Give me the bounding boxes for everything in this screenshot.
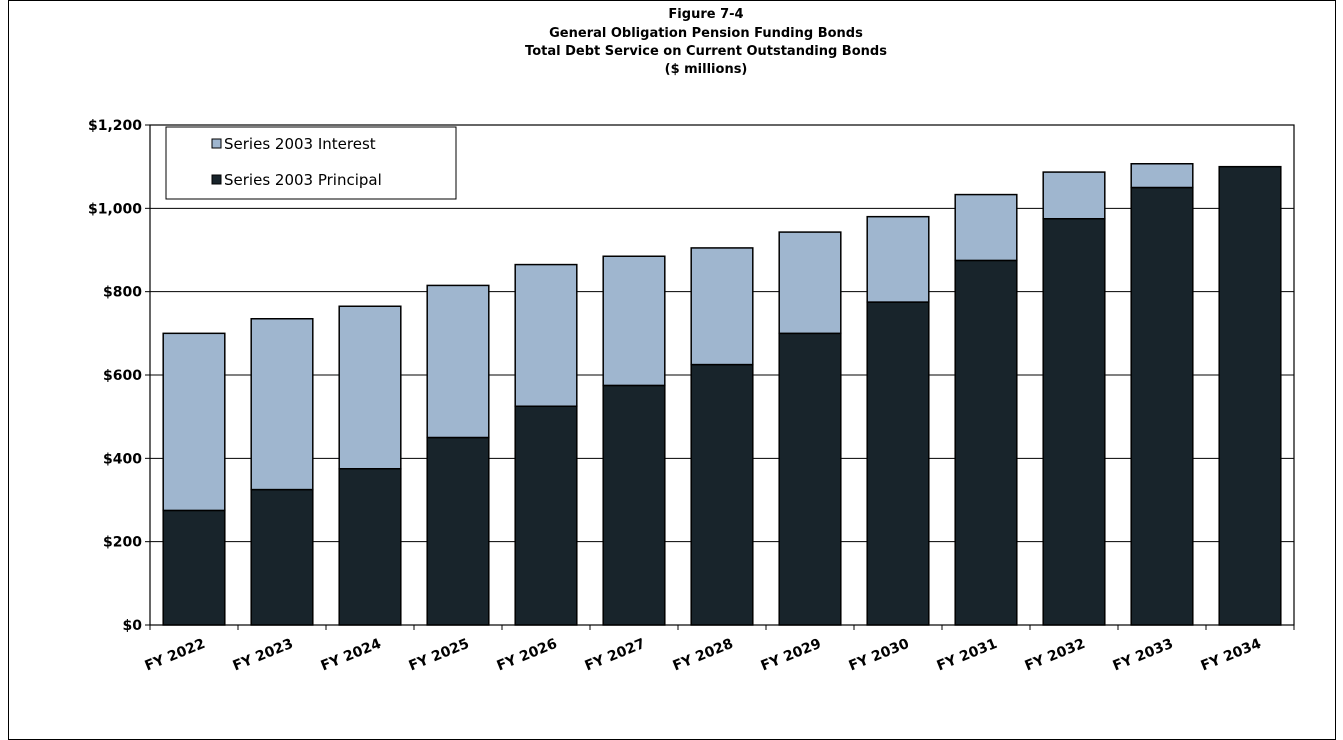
x-tick-label: FY 2030 — [847, 636, 912, 675]
x-tick-label: FY 2027 — [583, 636, 648, 675]
y-tick-label: $1,200 — [88, 118, 142, 134]
bar-series-2003-principal — [954, 259, 1018, 626]
chart-title: Figure 7-4 — [668, 7, 743, 22]
bar-series-2003-interest — [250, 318, 314, 491]
x-tick-label: FY 2031 — [935, 636, 1000, 675]
y-tick-label: $0 — [123, 618, 143, 634]
bar-series-2003-interest — [338, 305, 402, 470]
bar-series-2003-interest — [162, 332, 226, 512]
bar-series-2003-principal — [250, 488, 314, 626]
bar-series-2003-principal — [1042, 218, 1106, 626]
bar-series-2003-principal — [162, 509, 226, 626]
x-tick-label: FY 2025 — [407, 636, 472, 675]
bar-series-2003-principal — [690, 363, 754, 626]
y-axis-tick-labels: $0 $200 $400 $600 $800 $1,000 $1,200 — [88, 118, 142, 634]
chart-subtitle-line-1: General Obligation Pension Funding Bonds — [549, 26, 863, 41]
bar-series-2003-interest — [690, 247, 754, 366]
x-tick-label: FY 2024 — [319, 636, 384, 675]
y-tick-label: $800 — [103, 285, 142, 301]
bar-series-2003-principal — [1130, 186, 1194, 626]
legend-label-series-2003-interest: Series 2003 Interest — [224, 135, 376, 153]
chart-subtitle-line-3: ($ millions) — [665, 62, 748, 77]
legend: Series 2003 Interest Series 2003 Principa… — [165, 126, 457, 200]
axes — [145, 124, 1295, 630]
legend-swatch-series-2003-principal — [211, 174, 222, 185]
bar-series-2003-interest — [602, 255, 666, 387]
bar-series-2003-principal — [514, 405, 578, 626]
x-tick-label: FY 2029 — [759, 636, 824, 675]
bar-series-2003-principal — [866, 301, 930, 626]
bar-series-2003-interest — [954, 193, 1018, 262]
x-tick-label: FY 2022 — [143, 636, 208, 675]
bar-series-2003-interest — [866, 215, 930, 303]
bar-series-2003-principal — [338, 468, 402, 626]
chart-title-block: Figure 7-4 General Obligation Pension Fu… — [525, 7, 887, 77]
y-tick-label: $600 — [103, 368, 142, 384]
x-tick-label: FY 2028 — [671, 636, 736, 675]
y-tick-label: $200 — [103, 535, 142, 551]
bar-series-2003-principal — [1218, 165, 1282, 626]
legend-label-series-2003-principal: Series 2003 Principal — [224, 171, 382, 189]
bar-series-2003-principal — [602, 384, 666, 626]
bar-series-2003-interest — [426, 284, 490, 439]
y-tick-label: $400 — [103, 451, 142, 467]
bar-series-2003-interest — [1042, 171, 1106, 220]
bars — [162, 163, 1282, 626]
x-tick-label: FY 2033 — [1111, 636, 1176, 675]
bar-series-2003-interest — [1130, 163, 1194, 189]
bar-series-2003-interest — [514, 263, 578, 408]
x-tick-label: FY 2034 — [1199, 636, 1264, 675]
bar-series-2003-interest — [778, 231, 842, 335]
bar-series-2003-principal — [426, 436, 490, 626]
x-tick-label: FY 2023 — [231, 636, 296, 675]
legend-swatch-series-2003-interest — [211, 138, 222, 149]
chart-subtitle-line-2: Total Debt Service on Current Outstandin… — [525, 44, 887, 59]
bar-series-2003-principal — [778, 332, 842, 626]
y-tick-label: $1,000 — [88, 201, 142, 217]
x-tick-label: FY 2026 — [495, 636, 560, 675]
x-tick-label: FY 2032 — [1023, 636, 1088, 675]
x-axis-tick-labels: FY 2022 FY 2023 FY 2024 FY 2025 FY 2026 FY 20… — [143, 636, 1264, 675]
